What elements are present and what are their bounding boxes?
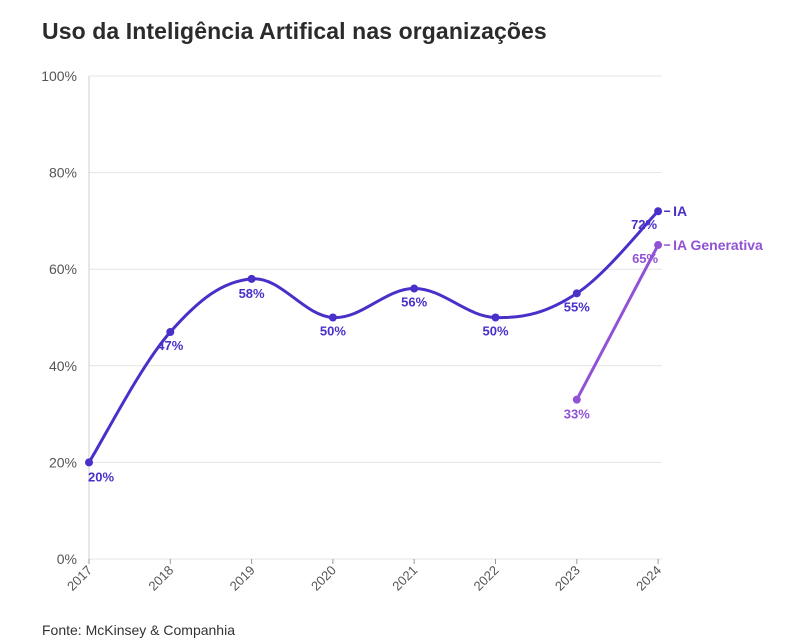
y-tick-label: 0% [57, 551, 77, 567]
data-point [572, 289, 581, 298]
series-lines [85, 207, 663, 467]
series-line [87, 209, 660, 464]
x-tick-label: 2023 [552, 563, 583, 594]
y-tick-label: 20% [49, 454, 77, 470]
data-point [410, 284, 419, 293]
data-point [247, 274, 256, 283]
axes: 0% 20% 40% 60% 80% 100% 2017 2018 2019 2020 2021 20… [41, 68, 664, 594]
data-label: 65% [632, 251, 658, 266]
data-labels: 20% 47% 58% 50% 56% 50% 55% 72% IA 33% 65% IA Gener… [88, 203, 763, 484]
data-point [491, 313, 500, 322]
data-point [572, 395, 581, 404]
x-tick-label: 2020 [308, 563, 339, 594]
data-label: 55% [564, 299, 590, 314]
source-note: Fonte: McKinsey & Companhia [42, 622, 235, 638]
data-point [328, 313, 337, 322]
data-label: 56% [401, 295, 427, 310]
data-label: 50% [320, 324, 346, 339]
y-tick-label: 60% [49, 261, 77, 277]
data-label: 20% [88, 469, 114, 484]
data-point [654, 241, 663, 250]
x-tick-label: 2021 [389, 563, 420, 594]
data-point [166, 327, 175, 336]
x-tick-label: 2018 [145, 563, 176, 594]
series-name-label: IA Generativa [673, 237, 763, 253]
x-tick-label: 2024 [633, 563, 664, 594]
series-name-label: IA [673, 203, 687, 219]
data-point [85, 458, 93, 467]
data-point [654, 207, 663, 216]
data-label: 47% [157, 338, 183, 353]
x-tick-label: 2017 [64, 563, 95, 594]
series-line [575, 243, 660, 402]
data-label: 58% [239, 286, 265, 301]
chart-title: Uso da Inteligência Artifical nas organi… [42, 18, 547, 44]
data-label: 33% [564, 407, 590, 422]
y-tick-label: 80% [49, 165, 77, 181]
data-label: 50% [482, 324, 508, 339]
x-tick-label: 2019 [227, 563, 258, 594]
x-tick-label: 2022 [471, 563, 502, 594]
y-tick-label: 100% [41, 68, 77, 84]
data-label: 72% [631, 217, 657, 232]
y-tick-label: 40% [49, 358, 77, 374]
grid-lines [89, 75, 662, 560]
